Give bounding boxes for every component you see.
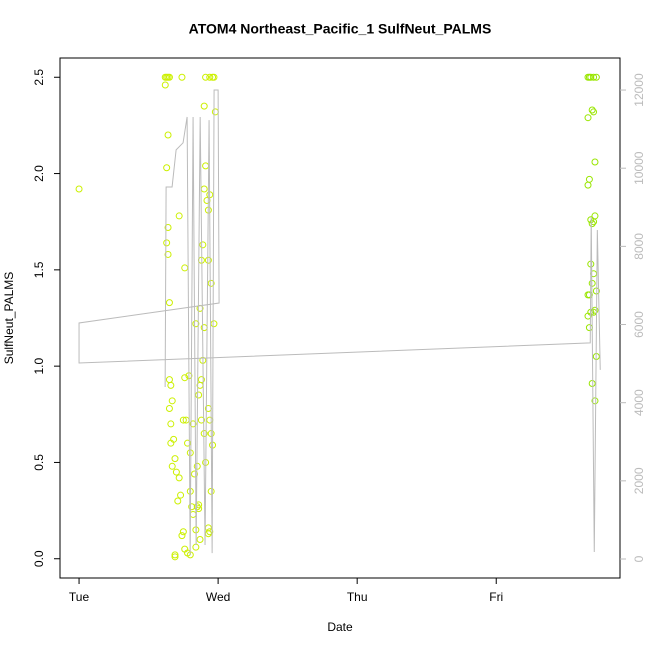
data-point	[196, 535, 204, 543]
data-point	[585, 175, 593, 183]
data-point	[165, 73, 173, 81]
data-point	[192, 320, 200, 328]
data-point	[193, 503, 201, 511]
data-point	[591, 397, 599, 405]
data-point	[588, 379, 596, 387]
data-point	[175, 474, 183, 482]
data-point	[200, 102, 208, 110]
data-point	[189, 420, 197, 428]
data-point	[592, 73, 600, 81]
data-point	[211, 108, 219, 116]
x-axis-label: Date	[327, 620, 353, 634]
data-point	[171, 553, 179, 561]
data-point	[584, 312, 592, 320]
data-point	[177, 491, 185, 499]
y2-tick-label: 2000	[632, 467, 646, 494]
x-tick-label: Wed	[206, 590, 230, 604]
y2-tick-label: 0	[632, 555, 646, 562]
data-point	[168, 462, 176, 470]
data-point	[179, 528, 187, 536]
data-line	[78, 89, 601, 556]
data-point	[179, 416, 187, 424]
data-point	[168, 397, 176, 405]
x-tick-label: Tue	[69, 590, 90, 604]
y-tick-label: 2.5	[32, 69, 46, 86]
y-tick-label: 0.5	[32, 454, 46, 471]
data-point	[204, 524, 212, 532]
data-point	[174, 497, 182, 505]
data-point	[167, 420, 175, 428]
data-point	[75, 185, 83, 193]
data-point	[207, 279, 215, 287]
data-point	[167, 381, 175, 389]
data-point	[584, 114, 592, 122]
x-tick-label: Thu	[347, 590, 368, 604]
data-point	[161, 81, 169, 89]
data-point	[163, 239, 171, 247]
data-point	[206, 73, 214, 81]
data-point	[197, 376, 205, 384]
y2-tick-label: 4000	[632, 389, 646, 416]
data-point	[202, 73, 210, 81]
x-tick-label: Fri	[489, 590, 503, 604]
data-point	[199, 241, 207, 249]
y-tick-label: 1.5	[32, 261, 46, 278]
data-point	[171, 551, 179, 559]
data-point	[204, 256, 212, 264]
data-point	[203, 197, 211, 205]
data-point	[165, 376, 173, 384]
plot-frame	[59, 57, 621, 579]
y2-tick-label: 6000	[632, 311, 646, 338]
y-axis-label: SulfNeut_PALMS	[2, 272, 16, 365]
data-point	[164, 250, 172, 258]
data-point	[588, 220, 596, 228]
data-point	[178, 532, 186, 540]
chart-title: ATOM4 Northeast_Pacific_1 SulfNeut_PALMS	[189, 21, 492, 37]
data-point	[590, 73, 598, 81]
data-point	[164, 131, 172, 139]
data-point	[175, 212, 183, 220]
data-point	[202, 162, 210, 170]
data-point	[591, 212, 599, 220]
y2-tick-label: 12000	[632, 73, 646, 107]
data-point	[181, 374, 189, 382]
data-point	[590, 108, 598, 116]
data-point	[210, 73, 218, 81]
data-point	[165, 299, 173, 307]
data-point	[206, 416, 214, 424]
data-point	[178, 73, 186, 81]
data-point	[171, 455, 179, 463]
data-point	[210, 320, 218, 328]
data-point	[172, 468, 180, 476]
data-point	[197, 416, 205, 424]
y2-tick-label: 8000	[632, 233, 646, 260]
y2-tick-label: 10000	[632, 151, 646, 185]
data-point	[181, 264, 189, 272]
data-point	[200, 185, 208, 193]
data-point	[165, 405, 173, 413]
y-tick-label: 1.0	[32, 357, 46, 374]
data-point	[186, 449, 194, 457]
y-tick-label: 2.0	[32, 165, 46, 182]
data-point	[584, 181, 592, 189]
data-point	[206, 528, 214, 536]
data-point	[195, 391, 203, 399]
data-point	[163, 164, 171, 172]
data-point	[591, 158, 599, 166]
data-point	[164, 223, 172, 231]
data-point	[207, 487, 215, 495]
data-point	[192, 543, 200, 551]
data-point	[189, 510, 197, 518]
data-point	[588, 106, 596, 114]
y-tick-label: 0.0	[32, 550, 46, 567]
data-point	[585, 324, 593, 332]
data-point	[190, 470, 198, 478]
data-point	[167, 439, 175, 447]
